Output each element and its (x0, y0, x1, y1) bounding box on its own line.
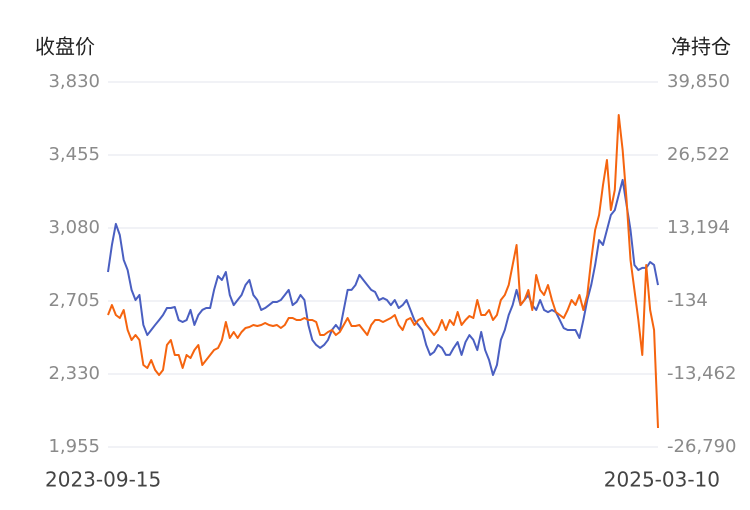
y2-axis-title: 净持仓 (671, 35, 731, 59)
y-tick-label: 2,330 (48, 363, 100, 384)
x-tick-label: 2025-03-10 (604, 468, 720, 492)
line-series (107, 114, 659, 429)
y-tick-label: 3,455 (48, 144, 100, 165)
x-tick-label: 2023-09-15 (45, 468, 161, 492)
line-series (107, 178, 659, 376)
y-tick-label: 3,830 (48, 71, 100, 92)
y-tick-label: 1,955 (48, 436, 100, 457)
y2-tick-label: 13,194 (667, 217, 730, 238)
y2-tick-label: 39,850 (667, 71, 730, 92)
y2-tick-label: -26,790 (667, 436, 736, 457)
y2-tick-label: 26,522 (667, 144, 730, 165)
y-axis-title: 收盘价 (35, 35, 95, 59)
y2-tick-label: -13,462 (667, 363, 736, 384)
y-tick-label: 3,080 (48, 217, 100, 238)
y-tick-label: 2,705 (48, 290, 100, 311)
y2-tick-label: -134 (667, 290, 708, 311)
